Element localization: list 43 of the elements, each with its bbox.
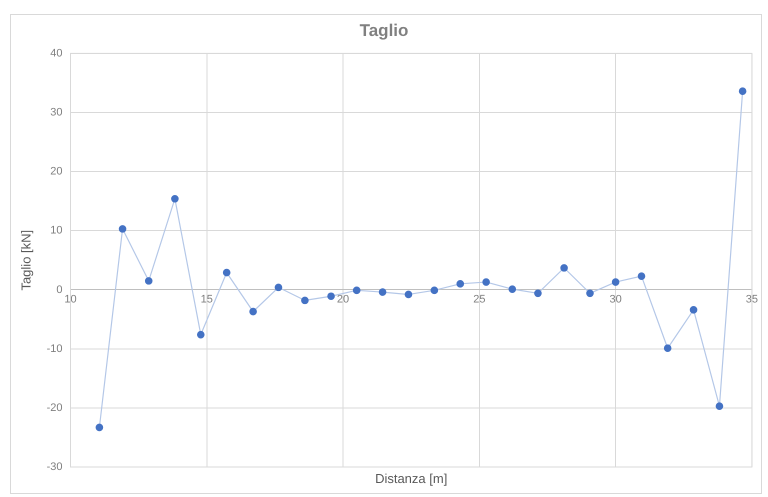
point — [482, 278, 490, 286]
point — [404, 290, 412, 298]
point — [301, 296, 309, 304]
point — [638, 272, 646, 280]
x-tick-label: 35 — [746, 293, 758, 306]
point — [222, 268, 230, 276]
y-tick-label: -10 — [46, 342, 62, 355]
x-tick-label: 20 — [336, 293, 350, 306]
x-tick-label: 25 — [473, 293, 486, 306]
x-tick-label: 15 — [200, 293, 213, 306]
point — [664, 344, 672, 352]
point — [274, 284, 282, 292]
y-tick-label: -30 — [46, 461, 62, 474]
y-tick-label: 40 — [50, 47, 62, 60]
point — [96, 424, 104, 432]
point — [196, 330, 205, 338]
x-axis-title: Distanza [m] — [375, 471, 448, 486]
point — [430, 286, 438, 294]
y-tick-label: 10 — [50, 224, 62, 237]
point — [690, 306, 698, 314]
point — [716, 402, 724, 410]
point — [171, 194, 179, 203]
point — [352, 286, 360, 294]
y-tick-label: 20 — [50, 166, 62, 178]
point — [560, 264, 568, 272]
point — [456, 280, 464, 288]
y-tick-label: 0 — [56, 284, 62, 296]
y-axis-title: Taglio [kN] — [18, 230, 34, 291]
point — [118, 225, 126, 233]
point — [378, 288, 386, 296]
point — [586, 289, 594, 298]
y-tick-label: -20 — [46, 402, 62, 414]
point — [508, 285, 516, 293]
point — [144, 277, 153, 285]
point — [612, 278, 620, 286]
x-tick-label: 30 — [609, 293, 622, 306]
y-tick-label: 30 — [50, 106, 62, 119]
point — [249, 308, 257, 316]
point — [534, 289, 542, 298]
chart-title: Taglio — [360, 20, 408, 40]
x-tick-label: 10 — [64, 293, 77, 306]
point — [738, 87, 746, 96]
point — [327, 292, 335, 300]
